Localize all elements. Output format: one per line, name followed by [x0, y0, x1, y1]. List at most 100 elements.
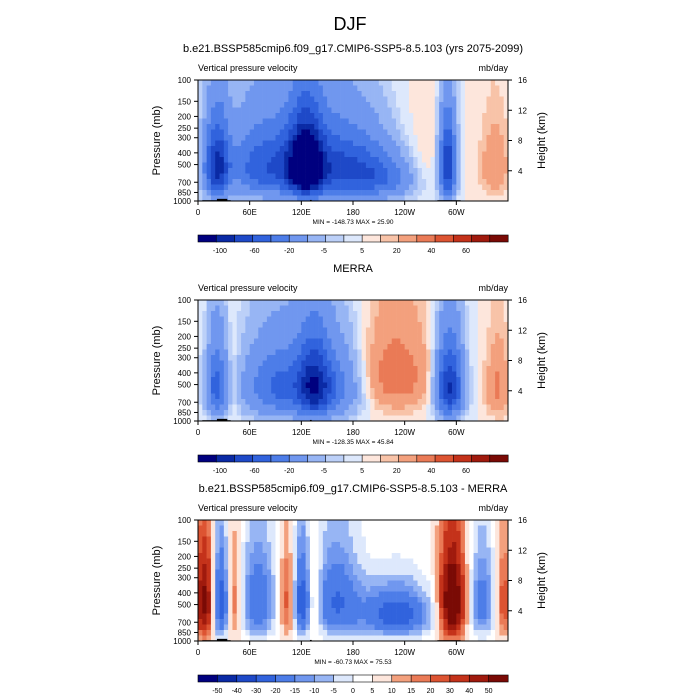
heatmap-cell [275, 613, 281, 620]
heatmap-cell [301, 360, 306, 367]
heatmap-cell [210, 355, 216, 361]
heatmap-cell [408, 300, 414, 306]
heatmap-cell [344, 410, 349, 416]
heatmap-cell [378, 338, 384, 345]
heatmap-cell [297, 608, 302, 614]
heatmap-cell [391, 410, 397, 416]
heatmap-cell [266, 300, 272, 306]
heatmap-cell [400, 553, 405, 559]
heatmap-cell [503, 536, 509, 543]
heatmap-cell [292, 415, 298, 422]
heatmap-cell [340, 91, 345, 97]
heatmap-cell [430, 415, 436, 422]
heatmap-cell [499, 410, 504, 416]
heatmap-cell [202, 531, 207, 537]
heatmap-cell [383, 575, 388, 581]
heatmap-cell [219, 322, 225, 328]
heatmap-cell [335, 355, 341, 361]
heatmap-cell [340, 366, 345, 372]
y-axis-title: Pressure (mb) [151, 546, 163, 616]
heatmap-cell [232, 410, 238, 416]
heatmap-cell [210, 542, 216, 548]
heatmap-cell [439, 410, 444, 416]
heatmap-cell [383, 613, 388, 620]
heatmap-cell [309, 558, 315, 565]
heatmap-cell [292, 635, 298, 642]
heatmap-cell [417, 135, 423, 141]
heatmap-cell [198, 124, 203, 130]
heatmap-cell [314, 630, 319, 636]
heatmap-cell [297, 184, 302, 191]
heatmap-cell [275, 635, 281, 642]
heatmap-cell [503, 135, 509, 141]
heatmap-cell [331, 536, 337, 543]
heatmap-cell [460, 564, 466, 570]
heatmap-cell [322, 91, 328, 97]
heatmap-cell [383, 162, 388, 169]
heatmap-cell [210, 525, 216, 532]
heatmap-cell [292, 613, 298, 620]
heatmap-cell [430, 179, 436, 185]
heatmap-cell [249, 305, 255, 312]
heatmap-cell [387, 542, 393, 548]
heatmap-cell [473, 157, 479, 163]
heatmap-cell [253, 382, 259, 389]
heatmap-cell [378, 173, 384, 180]
heatmap-cell [245, 393, 250, 400]
heatmap-cell [210, 377, 216, 383]
heatmap-cell [210, 586, 216, 592]
heatmap-cell [309, 344, 315, 350]
heatmap-cell [404, 366, 410, 372]
heatmap-cell [443, 107, 449, 114]
heatmap-cell [284, 124, 289, 130]
heatmap-cell [219, 564, 225, 570]
heatmap-cell [318, 168, 324, 174]
heatmap-cell [503, 184, 509, 191]
heatmap-cell [292, 564, 298, 570]
heatmap-cell [404, 327, 410, 334]
heatmap-cell [275, 630, 281, 636]
heatmap-cell [215, 305, 220, 312]
heatmap-cell [482, 102, 487, 108]
heatmap-cell [477, 591, 483, 598]
heatmap-cell [284, 366, 289, 372]
heatmap-cell [292, 124, 298, 130]
heatmap-cell [219, 547, 225, 554]
heatmap-cell [361, 118, 367, 125]
colorbar-box [430, 674, 451, 683]
heatmap-cell [288, 635, 294, 642]
heatmap-cell [396, 118, 401, 125]
heatmap-cell [253, 300, 259, 306]
heatmap-cell [434, 415, 440, 422]
heatmap-cell [266, 118, 272, 125]
heatmap-cell [361, 388, 367, 394]
heatmap-cell [391, 102, 397, 108]
heatmap-cell [365, 542, 371, 548]
heatmap-cell [253, 591, 259, 598]
heatmap-cell [439, 564, 444, 570]
heatmap-cell [301, 344, 306, 350]
heatmap-cell [400, 129, 405, 136]
heatmap-cell [370, 96, 375, 103]
colorbar-box [215, 454, 235, 463]
heatmap-cell [443, 80, 449, 86]
heatmap-cell [275, 547, 281, 554]
heatmap-cell [318, 140, 324, 147]
heatmap-cell [331, 382, 337, 389]
heatmap-cell [361, 564, 367, 570]
heatmap-cell [241, 124, 246, 130]
heatmap-cell [503, 602, 509, 609]
heatmap-cell [378, 635, 384, 642]
heatmap-cell [335, 366, 341, 372]
heatmap-cell [503, 168, 509, 174]
heatmap-cell [426, 619, 431, 625]
heatmap-cell [279, 311, 285, 317]
y-axis-title: Pressure (mb) [151, 106, 163, 176]
heatmap-cell [228, 360, 233, 367]
heatmap-cell [228, 190, 233, 196]
heatmap-cell [374, 635, 380, 642]
heatmap-cell [456, 96, 461, 103]
heatmap-cell [301, 135, 306, 141]
heatmap-cell [357, 146, 362, 152]
heatmap-cell [473, 311, 479, 317]
